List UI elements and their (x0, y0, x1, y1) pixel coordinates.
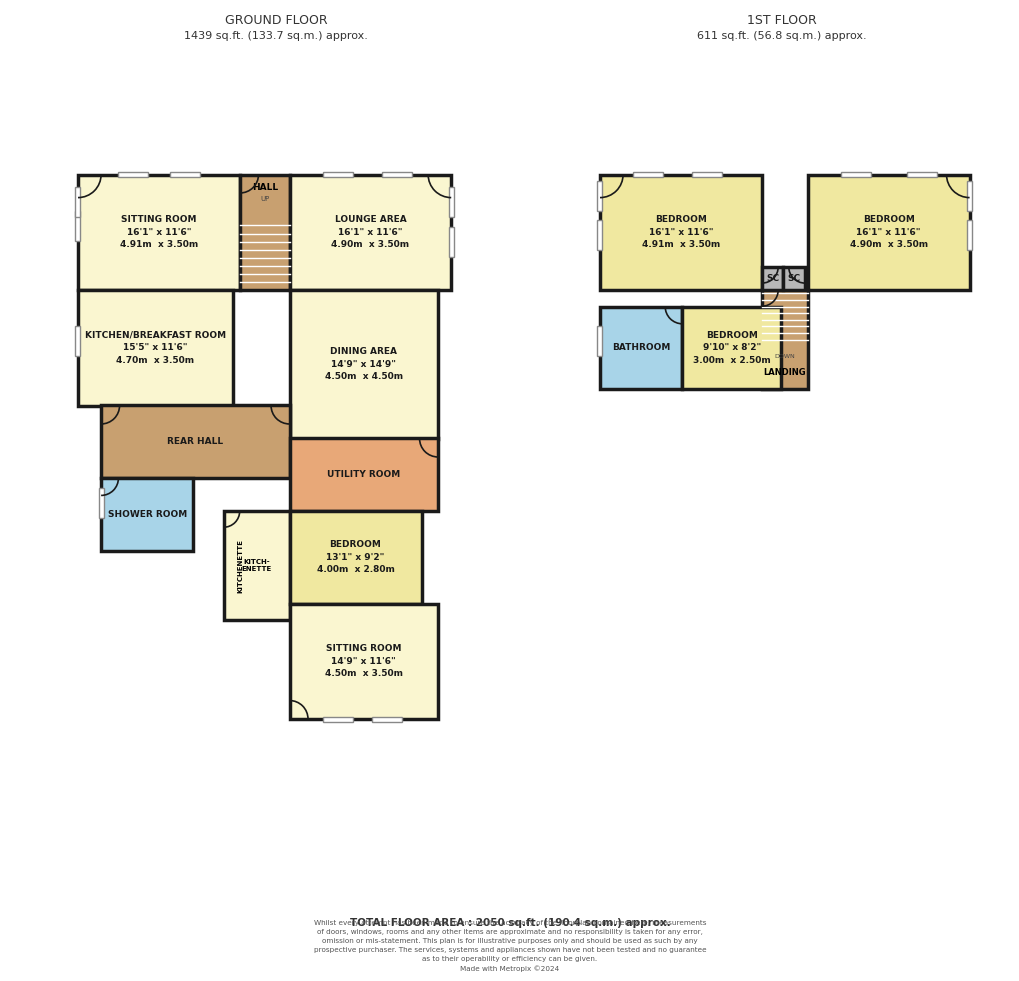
Text: SC: SC (765, 274, 779, 283)
Bar (99, 488, 104, 518)
Text: LOUNGE AREA
16'1" x 11'6"
4.90m  x 3.50m: LOUNGE AREA 16'1" x 11'6" 4.90m x 3.50m (331, 215, 409, 249)
Bar (448, 227, 453, 257)
Bar (322, 172, 353, 177)
Text: HALL: HALL (252, 183, 277, 192)
Text: REAR HALL: REAR HALL (167, 438, 223, 446)
Bar (322, 716, 353, 721)
Bar (381, 172, 412, 177)
Bar (597, 221, 602, 250)
Bar (77, 290, 233, 405)
Text: KITCHENETTE: KITCHENETTE (236, 539, 243, 593)
Bar (599, 175, 761, 290)
Bar (223, 511, 289, 620)
Bar (761, 290, 807, 389)
Bar (289, 290, 437, 439)
Text: 1ST FLOOR: 1ST FLOOR (746, 15, 815, 27)
Text: TOTAL FLOOR AREA : 2050 sq.ft. (190.4 sq.m.) approx.: TOTAL FLOOR AREA : 2050 sq.ft. (190.4 sq… (350, 918, 669, 928)
Text: SC: SC (787, 274, 800, 283)
Bar (289, 175, 450, 290)
Text: KITCH-
ENETTE: KITCH- ENETTE (242, 559, 271, 572)
Bar (692, 172, 721, 177)
Text: SITTING ROOM
16'1" x 11'6"
4.91m  x 3.50m: SITTING ROOM 16'1" x 11'6" 4.91m x 3.50m (120, 215, 198, 249)
Bar (966, 221, 971, 250)
Bar (783, 267, 804, 290)
Text: 611 sq.ft. (56.8 sq.m.) approx.: 611 sq.ft. (56.8 sq.m.) approx. (696, 31, 865, 41)
Bar (906, 172, 936, 177)
Text: BEDROOM
13'1" x 9'2"
4.00m  x 2.80m: BEDROOM 13'1" x 9'2" 4.00m x 2.80m (316, 541, 394, 574)
Text: LANDING: LANDING (763, 368, 805, 377)
Bar (75, 326, 81, 356)
Text: KITCHEN/BREAKFAST ROOM
15'5" x 11'6"
4.70m  x 3.50m: KITCHEN/BREAKFAST ROOM 15'5" x 11'6" 4.7… (85, 331, 226, 365)
Bar (75, 211, 81, 240)
Bar (239, 175, 289, 290)
Bar (597, 181, 602, 211)
Text: UTILITY ROOM: UTILITY ROOM (327, 470, 400, 480)
Bar (966, 181, 971, 211)
Text: BEDROOM
9'10" x 8'2"
3.00m  x 2.50m: BEDROOM 9'10" x 8'2" 3.00m x 2.50m (693, 331, 770, 365)
Text: BATHROOM: BATHROOM (611, 343, 669, 352)
Bar (840, 172, 870, 177)
Bar (117, 172, 148, 177)
Text: SITTING ROOM
14'9" x 11'6"
4.50m  x 3.50m: SITTING ROOM 14'9" x 11'6" 4.50m x 3.50m (324, 645, 403, 678)
Bar (807, 175, 969, 290)
Bar (101, 478, 194, 550)
Text: DOWN: DOWN (773, 353, 795, 358)
Bar (597, 326, 602, 356)
Text: DINING AREA
14'9" x 14'9"
4.50m  x 4.50m: DINING AREA 14'9" x 14'9" 4.50m x 4.50m (324, 347, 403, 382)
Text: GROUND FLOOR: GROUND FLOOR (224, 15, 327, 27)
Bar (761, 267, 783, 290)
Text: BEDROOM
16'1" x 11'6"
4.90m  x 3.50m: BEDROOM 16'1" x 11'6" 4.90m x 3.50m (849, 215, 927, 249)
Bar (633, 172, 662, 177)
Bar (372, 716, 401, 721)
Text: Whilst every attempt has been made to ensure the accuracy of the floorplan conta: Whilst every attempt has been made to en… (314, 920, 705, 972)
Text: SHOWER ROOM: SHOWER ROOM (108, 510, 186, 519)
Bar (289, 511, 421, 603)
Bar (682, 306, 781, 389)
Bar (289, 439, 437, 511)
Bar (170, 172, 200, 177)
Bar (448, 187, 453, 218)
Bar (599, 306, 682, 389)
Bar (77, 175, 239, 290)
Text: BEDROOM
16'1" x 11'6"
4.91m  x 3.50m: BEDROOM 16'1" x 11'6" 4.91m x 3.50m (641, 215, 719, 249)
Bar (101, 405, 289, 478)
Bar (289, 603, 437, 719)
Text: 1439 sq.ft. (133.7 sq.m.) approx.: 1439 sq.ft. (133.7 sq.m.) approx. (183, 31, 368, 41)
Bar (75, 187, 81, 218)
Text: UP: UP (260, 196, 269, 202)
